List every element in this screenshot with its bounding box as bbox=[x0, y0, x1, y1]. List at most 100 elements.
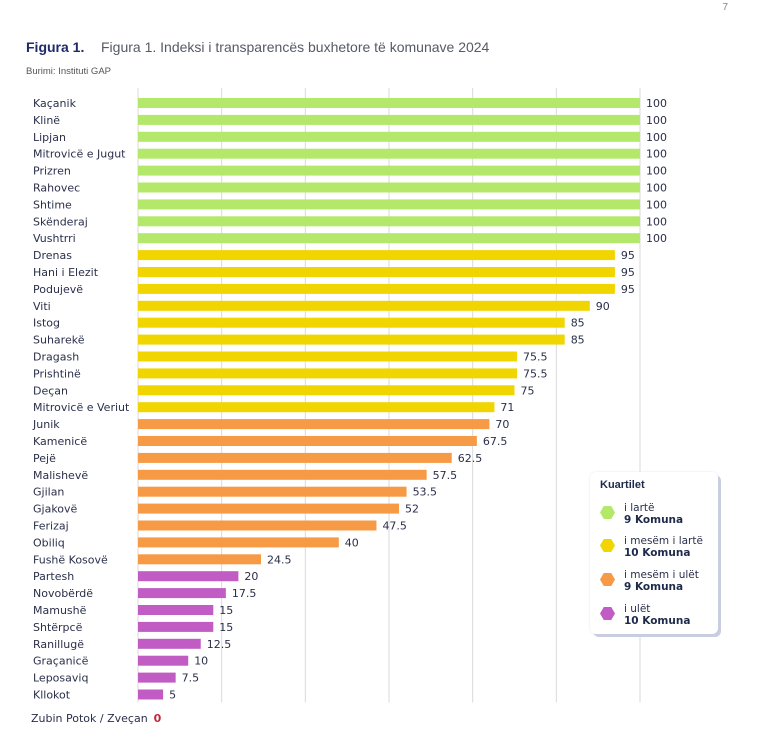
category-label: Klinë bbox=[33, 114, 60, 127]
bar bbox=[138, 131, 640, 142]
value-label: 100 bbox=[646, 148, 667, 161]
value-label: 90 bbox=[596, 300, 610, 313]
value-label: 95 bbox=[621, 249, 635, 262]
legend-item-name: i ulët bbox=[624, 603, 651, 615]
value-label: 52 bbox=[405, 503, 419, 516]
value-label: 53.5 bbox=[413, 486, 438, 499]
category-label: Shtërpcë bbox=[33, 621, 83, 634]
bar bbox=[138, 216, 640, 227]
bar bbox=[138, 182, 640, 193]
page-number: 7 bbox=[722, 2, 728, 13]
value-label: 75.5 bbox=[523, 367, 548, 380]
category-label: Prishtinë bbox=[33, 367, 81, 380]
bar bbox=[138, 267, 615, 277]
value-label: 100 bbox=[646, 182, 667, 195]
footnote-label: Zubin Potok / Zveçan bbox=[31, 712, 148, 725]
bar bbox=[138, 621, 214, 632]
bar bbox=[138, 114, 640, 125]
bar bbox=[138, 199, 640, 210]
bar bbox=[138, 605, 214, 615]
value-label: 100 bbox=[646, 165, 667, 178]
bar bbox=[138, 537, 339, 548]
bar bbox=[138, 98, 640, 108]
legend-item-name: i mesëm i ulët bbox=[624, 569, 699, 581]
category-label: Kllokot bbox=[33, 689, 71, 702]
category-label: Ferizaj bbox=[33, 520, 69, 533]
category-label: Suharekë bbox=[33, 334, 85, 347]
bar bbox=[138, 672, 176, 683]
bar bbox=[138, 638, 201, 649]
legend-item-name: i mesëm i lartë bbox=[624, 535, 703, 547]
figure-label: Figura 1. bbox=[26, 39, 85, 55]
category-labels: Kaçanik Klinë Lipjan Mitrovicë e Jugut Prizr… bbox=[32, 97, 130, 702]
value-label: 7.5 bbox=[182, 672, 200, 685]
category-label: Deçan bbox=[33, 384, 68, 397]
hexagon-icon bbox=[600, 506, 615, 519]
value-label: 95 bbox=[621, 283, 635, 296]
value-label: 75 bbox=[521, 384, 535, 397]
value-label: 100 bbox=[646, 198, 667, 211]
value-label: 85 bbox=[571, 334, 585, 347]
value-label: 70 bbox=[495, 418, 509, 431]
category-label: Vushtrri bbox=[33, 232, 76, 245]
category-label: Ranillugë bbox=[33, 638, 84, 651]
bar bbox=[138, 689, 164, 700]
bar bbox=[138, 402, 495, 413]
value-label: 100 bbox=[646, 215, 667, 228]
category-label: Kamenicë bbox=[33, 435, 87, 448]
category-label: Mamushë bbox=[33, 604, 87, 617]
category-label: Obiliq bbox=[33, 536, 65, 549]
bar bbox=[138, 588, 226, 599]
value-label: 100 bbox=[646, 131, 667, 144]
category-label: Drenas bbox=[33, 249, 72, 262]
bar bbox=[138, 503, 400, 514]
category-label: Dragash bbox=[33, 351, 79, 364]
category-label: Leposaviq bbox=[33, 672, 88, 685]
value-label: 5 bbox=[169, 689, 176, 702]
value-label: 47.5 bbox=[382, 520, 407, 533]
value-label: 71 bbox=[500, 401, 514, 414]
value-labels: 100 100 100 100 100 100 100 100 100 95 95 95 90 85 85 7… bbox=[169, 97, 667, 702]
category-label: Podujevë bbox=[33, 283, 83, 296]
value-label: 17.5 bbox=[232, 587, 257, 600]
category-label: Gjilan bbox=[33, 486, 64, 499]
category-label: Junik bbox=[32, 418, 60, 431]
value-label: 57.5 bbox=[433, 469, 458, 482]
bar bbox=[138, 655, 189, 666]
bar bbox=[138, 233, 640, 244]
value-label: 100 bbox=[646, 232, 667, 245]
value-label: 67.5 bbox=[483, 435, 508, 448]
bar bbox=[138, 334, 565, 345]
bar bbox=[138, 368, 518, 379]
footnote: Zubin Potok / Zveçan 0 bbox=[31, 712, 161, 725]
value-label: 20 bbox=[244, 570, 258, 583]
category-label: Hani i Elezit bbox=[33, 266, 99, 279]
value-label: 40 bbox=[345, 536, 359, 549]
hexagon-icon bbox=[600, 573, 615, 586]
bar bbox=[138, 571, 239, 582]
bar bbox=[138, 300, 590, 311]
legend-item-name: i lartë bbox=[624, 502, 655, 514]
category-label: Prizren bbox=[33, 165, 71, 178]
bar bbox=[138, 283, 615, 294]
value-label: 85 bbox=[571, 317, 585, 330]
bar bbox=[138, 486, 407, 497]
category-label: Skënderaj bbox=[33, 215, 88, 228]
category-label: Pejë bbox=[33, 452, 56, 465]
category-label: Viti bbox=[33, 300, 51, 313]
bar bbox=[138, 452, 452, 463]
legend-item-count: 9 Komuna bbox=[624, 581, 684, 593]
value-label: 95 bbox=[621, 266, 635, 279]
category-label: Shtime bbox=[33, 198, 72, 211]
category-label: Mitrovicë e Jugut bbox=[33, 148, 126, 161]
value-label: 75.5 bbox=[523, 351, 548, 364]
category-label: Kaçanik bbox=[33, 97, 77, 110]
category-label: Istog bbox=[33, 317, 60, 330]
bar bbox=[138, 419, 490, 430]
bar bbox=[138, 250, 615, 261]
category-label: Mitrovicë e Veriut bbox=[33, 401, 130, 414]
hexagon-icon bbox=[600, 607, 615, 620]
value-label: 15 bbox=[219, 604, 233, 617]
bar bbox=[138, 520, 377, 531]
